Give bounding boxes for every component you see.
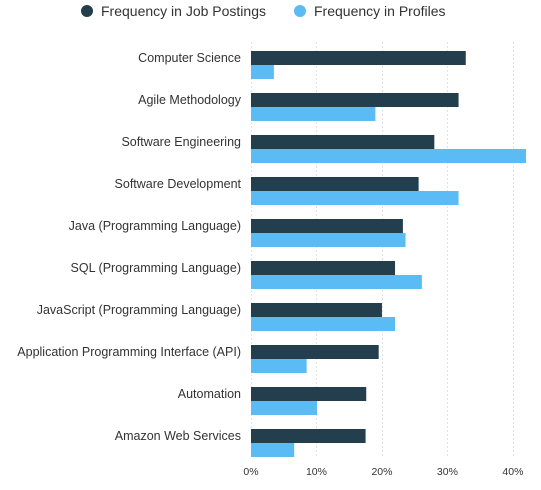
bar-job-postings [251,387,367,401]
category-label: Java (Programming Language) [69,219,241,233]
bar-profiles [251,401,318,415]
bar-job-postings [251,345,379,359]
category-label: JavaScript (Programming Language) [37,303,241,317]
category-label: Software Development [115,177,242,191]
bar-job-postings [251,303,382,317]
bar-job-postings [251,93,459,107]
category-label: SQL (Programming Language) [71,261,241,275]
bar-profiles [251,317,396,331]
category-label: Agile Methodology [138,93,242,107]
x-tick-label: 30% [437,466,458,478]
legend: Frequency in Job Postings Frequency in Pr… [81,3,446,19]
legend-swatch [294,5,306,17]
x-axis-ticks: 0% 10% 20% 30% 40% [243,466,523,478]
bar-profiles [251,65,274,79]
bar-profiles [251,443,295,457]
x-tick-label: 0% [243,466,258,478]
legend-label: Frequency in Job Postings [101,3,266,19]
legend-label: Frequency in Profiles [314,3,446,19]
bar-job-postings [251,51,466,65]
bar-job-postings [251,219,403,233]
category-label: Software Engineering [121,135,241,149]
bars [251,51,526,457]
bar-job-postings [251,261,396,275]
bar-job-postings [251,429,366,443]
bar-profiles [251,149,526,163]
category-label: Application Programming Interface (API) [17,345,241,359]
category-labels: Computer Science Agile Methodology Softwar… [17,51,241,443]
x-tick-label: 10% [306,466,327,478]
x-tick-label: 40% [502,466,523,478]
bar-profiles [251,275,422,289]
legend-swatch [81,5,93,17]
bar-profiles [251,191,459,205]
category-label: Amazon Web Services [115,429,241,443]
bar-profiles [251,107,376,121]
category-label: Automation [178,387,241,401]
bar-job-postings [251,177,419,191]
x-tick-label: 20% [371,466,392,478]
bar-profiles [251,359,307,373]
category-label: Computer Science [138,51,241,65]
bar-job-postings [251,135,435,149]
bar-profiles [251,233,406,247]
